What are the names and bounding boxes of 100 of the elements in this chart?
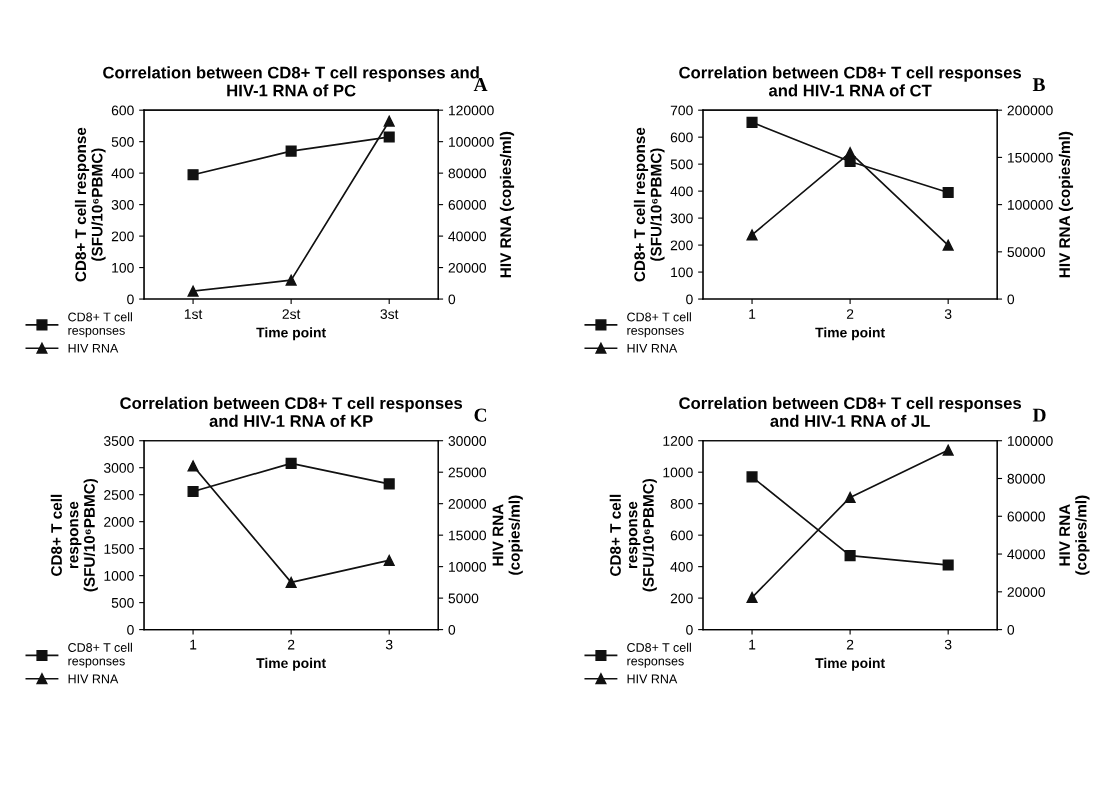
y-tick-label: 1000 <box>663 467 693 478</box>
point <box>942 444 954 456</box>
y-tick-label: 500 <box>111 597 134 608</box>
x-tick-label: 2st <box>282 309 301 319</box>
point <box>285 457 297 469</box>
y-tick-label: 400 <box>111 168 134 179</box>
y-tick-label: 800 <box>670 499 693 509</box>
y2-tick-label: 80000 <box>1007 473 1045 484</box>
y2-tick-label: 20000 <box>448 499 487 509</box>
legend-label: CD8+ T cell responses <box>68 312 132 338</box>
y2-tick-label: 0 <box>1007 624 1015 635</box>
point <box>746 229 758 241</box>
y2-tick-label: 80000 <box>448 168 487 179</box>
point <box>844 147 856 159</box>
point <box>746 591 758 604</box>
y-tick-label: 500 <box>670 159 693 170</box>
y2-tick-label: 30000 <box>448 436 487 446</box>
y2-tick-label: 25000 <box>448 467 487 478</box>
y2-tick-label: 200000 <box>1007 105 1053 116</box>
x-axis-title: Time point <box>815 327 885 341</box>
y2-tick-label: 60000 <box>1007 511 1045 522</box>
chart-title: Correlation between CD8+ T cell responses and HIV-1 RNA of JL <box>679 396 1022 427</box>
x-axis-title: Time point <box>815 657 885 671</box>
y-tick-label: 600 <box>670 132 693 143</box>
x-tick-label: 1 <box>749 309 756 319</box>
x-tick-label: 3 <box>944 309 952 319</box>
y-tick-label: 3500 <box>103 436 134 446</box>
y2-tick-label: 5000 <box>448 593 479 604</box>
y-tick-label: 0 <box>686 294 693 305</box>
y2-tick-label: 120000 <box>449 105 494 116</box>
x-tick-label: 2 <box>846 309 854 319</box>
x-tick-label: 1 <box>749 639 756 650</box>
point <box>187 285 199 297</box>
chart-title: Correlation between CD8+ T cell responses and HIV-1 RNA of KP <box>120 396 463 427</box>
y-tick-label: 3000 <box>103 463 134 473</box>
point <box>746 116 758 128</box>
y2-tick-label: 10000 <box>449 561 487 572</box>
y2-tick-label: 0 <box>448 294 456 305</box>
point <box>187 169 199 181</box>
y-tick-label: 300 <box>670 213 693 224</box>
point <box>285 145 297 157</box>
point <box>187 485 199 498</box>
y-tick-label: 200 <box>670 240 693 251</box>
y-tick-label: 700 <box>670 105 693 116</box>
y-axis-title: CD8+ T cell response (SFU/10⁶PBMC) <box>609 478 657 592</box>
y2-tick-label: 50000 <box>1007 247 1045 258</box>
y2-tick-label: 20000 <box>448 262 487 273</box>
y2-tick-label: 100000 <box>1007 199 1053 210</box>
y2-tick-label: 100000 <box>1007 436 1053 446</box>
text: B <box>1032 78 1045 91</box>
y-tick-label: 1200 <box>663 436 693 446</box>
x-tick-label: 3st <box>380 309 399 319</box>
y-tick-label: 300 <box>111 199 134 210</box>
point <box>383 554 395 566</box>
y-tick-label: 0 <box>127 624 134 635</box>
text: D <box>1032 408 1046 422</box>
y2-tick-label: 0 <box>1007 294 1015 305</box>
y-tick-label: 0 <box>127 294 134 305</box>
y-axis-title: CD8+ T cell response (SFU/10⁶PBMC) <box>74 127 106 282</box>
y-tick-label: 200 <box>111 231 134 242</box>
y2-tick-label: 60000 <box>448 199 487 210</box>
y-axis-title: CD8+ T cell response (SFU/10⁶PBMC) <box>633 127 665 282</box>
y-tick-label: 2500 <box>104 490 134 500</box>
point <box>844 550 856 562</box>
point <box>285 576 297 588</box>
y2-tick-label: 0 <box>448 624 456 635</box>
y-tick-label: 400 <box>670 186 693 197</box>
y-tick-label: 1000 <box>104 570 134 581</box>
legend-label: HIV RNA <box>627 344 678 353</box>
y-tick-label: 600 <box>670 530 693 541</box>
legend-label: HIV RNA <box>68 344 119 353</box>
legend-label: HIV RNA <box>627 674 678 684</box>
y2-axis-title: HIV RNA (copies/ml) <box>492 495 523 575</box>
x-tick-label: 1 <box>190 639 197 650</box>
y-tick-label: 400 <box>670 561 693 572</box>
x-tick-label: 2 <box>287 639 295 650</box>
y-tick-label: 1500 <box>104 543 134 554</box>
y-axis-title: CD8+ T cell response (SFU/10⁶PBMC) <box>50 478 98 592</box>
y2-tick-label: 40000 <box>1007 549 1045 560</box>
y-tick-label: 100 <box>671 267 693 278</box>
point <box>942 186 954 199</box>
y-tick-label: 2000 <box>104 517 134 527</box>
point <box>844 491 856 503</box>
y2-tick-label: 20000 <box>1007 587 1045 597</box>
y-tick-label: 600 <box>111 105 134 116</box>
x-tick-label: 1st <box>184 309 203 319</box>
y-tick-label: 0 <box>686 624 693 635</box>
point <box>383 115 395 127</box>
point <box>187 460 199 472</box>
legend-label: CD8+ T cell responses <box>68 642 132 668</box>
y2-tick-label: 100000 <box>449 136 494 147</box>
legend-label: CD8+ T cell responses <box>627 312 691 338</box>
x-axis-title: Time point <box>256 327 326 341</box>
x-tick-label: 2 <box>846 639 854 650</box>
y2-tick-label: 40000 <box>448 231 487 242</box>
y2-axis-title: HIV RNA (copies/ml) <box>499 131 515 278</box>
legend-label: CD8+ T cell responses <box>627 642 691 668</box>
y2-axis-title: HIV RNA (copies/ml) <box>1058 131 1074 278</box>
text: C <box>474 408 487 422</box>
y-tick-label: 200 <box>670 593 693 604</box>
